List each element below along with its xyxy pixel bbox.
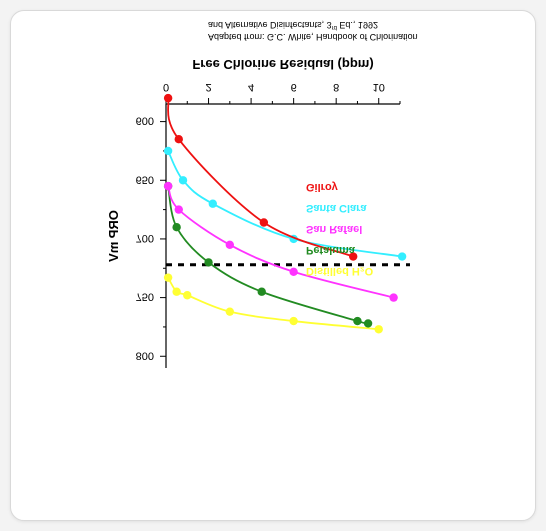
caption-line-2: and Alternative Disinfectants, 3rd Ed., … [208, 20, 378, 30]
y-tick-label: 600 [136, 115, 154, 127]
data-point [225, 240, 235, 249]
series-line [167, 97, 354, 258]
data-point [374, 325, 383, 334]
data-point [289, 316, 298, 326]
data-point [163, 181, 173, 191]
y-tick-label: 800 [136, 349, 154, 361]
data-point [172, 287, 181, 296]
data-point [174, 135, 183, 144]
x-tick-label: 6 [291, 81, 297, 93]
data-point [259, 218, 269, 227]
legend-entry: Gilroy [306, 181, 339, 193]
x-tick-label: 2 [205, 81, 211, 93]
data-point [349, 252, 358, 261]
data-point [204, 258, 213, 267]
data-point [289, 267, 298, 276]
data-point [389, 293, 398, 302]
data-point [172, 223, 181, 232]
data-point [178, 176, 188, 185]
x-tick-label: 10 [373, 81, 385, 93]
x-tick-label: 8 [333, 81, 339, 93]
legend-entry: Distilled H₂O [306, 265, 374, 277]
data-point [363, 319, 373, 328]
y-tick-label: 700 [136, 232, 154, 244]
data-point [257, 287, 266, 296]
data-point [183, 291, 192, 300]
series-line [167, 185, 394, 299]
x-tick-label: 4 [248, 81, 254, 93]
chart-card [10, 10, 536, 521]
data-point [163, 146, 173, 156]
data-point [225, 307, 235, 316]
y-tick-label: 650 [136, 173, 154, 185]
data-point [208, 199, 217, 208]
data-point [174, 205, 183, 214]
y-axis-title: ORP mV [106, 210, 121, 262]
data-point [163, 93, 173, 103]
y-tick-label: 750 [136, 291, 154, 303]
legend-entry: San Rafael [306, 223, 362, 235]
legend-entry: Santa Clara [306, 202, 367, 214]
x-axis-title: Free Chlorine Residual (ppm) [192, 57, 373, 72]
caption-line-1: Adapted from: G.C. White, Handbook of Ch… [208, 32, 418, 42]
legend-entry: Petaluma [306, 244, 356, 256]
data-point [397, 252, 407, 261]
series-line [167, 150, 403, 258]
x-tick-label: 0 [163, 81, 169, 93]
data-point [163, 273, 173, 282]
data-point [353, 316, 362, 326]
